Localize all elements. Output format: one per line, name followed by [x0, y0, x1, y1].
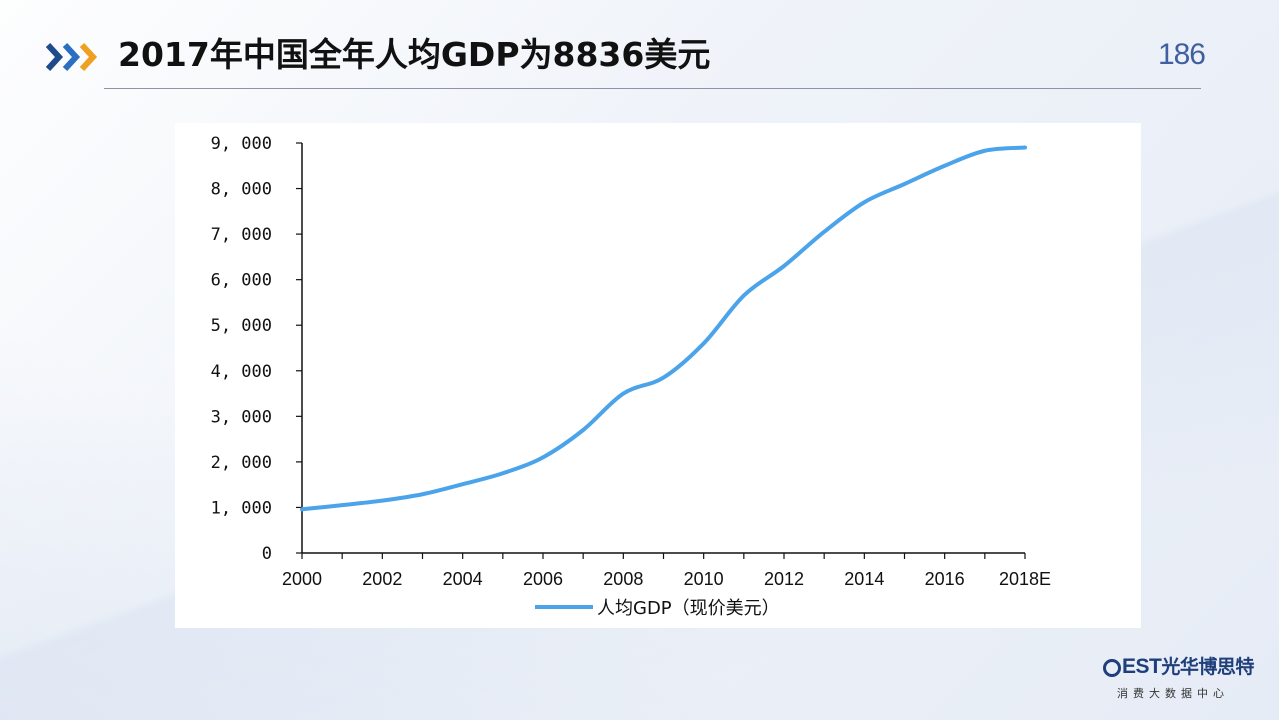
brand-logo-mark — [1103, 659, 1121, 677]
chevron-icon — [79, 42, 98, 72]
y-tick-label: 0 — [262, 544, 272, 564]
series-line — [300, 145, 1027, 512]
x-tick-label: 2000 — [282, 569, 322, 589]
brand-logo-text: EST — [1122, 655, 1162, 678]
chevron-icon — [62, 42, 81, 72]
x-axis: 2000 2002 2004 2006 2008 2010 2012 2014 2016 2018… — [282, 552, 1051, 589]
series-layer — [300, 145, 1027, 512]
legend: 人均GDP（现价美元） — [535, 598, 780, 619]
header-divider — [104, 88, 1201, 89]
brand-logo-cn: 光华博思特 — [1161, 656, 1254, 678]
x-tick-label: 2016 — [925, 569, 965, 589]
x-tick-label: 2008 — [603, 569, 643, 589]
x-tick-label: 2014 — [844, 569, 884, 589]
y-tick-label: 1, 000 — [211, 498, 272, 518]
page-title: 2017年中国全年人均GDP为8836美元 — [118, 35, 711, 74]
brand-logo: EST光华博思特 消费大数据中心 — [1103, 652, 1263, 714]
y-tick-label: 8, 000 — [211, 180, 272, 200]
y-axis: 0 1, 000 2, 000 3, 000 4, 000 5, 000 6, 000 7, … — [211, 134, 303, 564]
y-tick-label: 9, 000 — [211, 134, 272, 154]
page-number: 186 — [1157, 38, 1206, 71]
chevron-icon — [46, 42, 64, 72]
y-tick-label: 3, 000 — [211, 407, 272, 427]
y-tick-label: 2, 000 — [211, 453, 272, 473]
legend-label: 人均GDP（现价美元） — [597, 598, 780, 619]
brand-subtitle: 消费大数据中心 — [1117, 687, 1229, 700]
chart-panel: 0 1, 000 2, 000 3, 000 4, 000 5, 000 6, 000 7, … — [175, 123, 1141, 628]
x-tick-label: 2006 — [523, 569, 563, 589]
y-tick-label: 6, 000 — [211, 271, 272, 291]
y-tick-label: 7, 000 — [211, 225, 272, 245]
x-tick-label: 2004 — [443, 569, 483, 589]
y-tick-label: 4, 000 — [211, 362, 272, 382]
line-chart: 0 1, 000 2, 000 3, 000 4, 000 5, 000 6, 000 7, … — [211, 134, 1051, 619]
x-tick-label: 2010 — [684, 569, 724, 589]
x-tick-label: 2018E — [999, 569, 1051, 589]
x-tick-label: 2002 — [362, 569, 402, 589]
brand-wordmark: EST光华博思特 — [1103, 652, 1263, 679]
triple-chevron-icon — [46, 42, 98, 72]
x-tick-label: 2012 — [764, 569, 804, 589]
y-tick-label: 5, 000 — [211, 316, 272, 336]
